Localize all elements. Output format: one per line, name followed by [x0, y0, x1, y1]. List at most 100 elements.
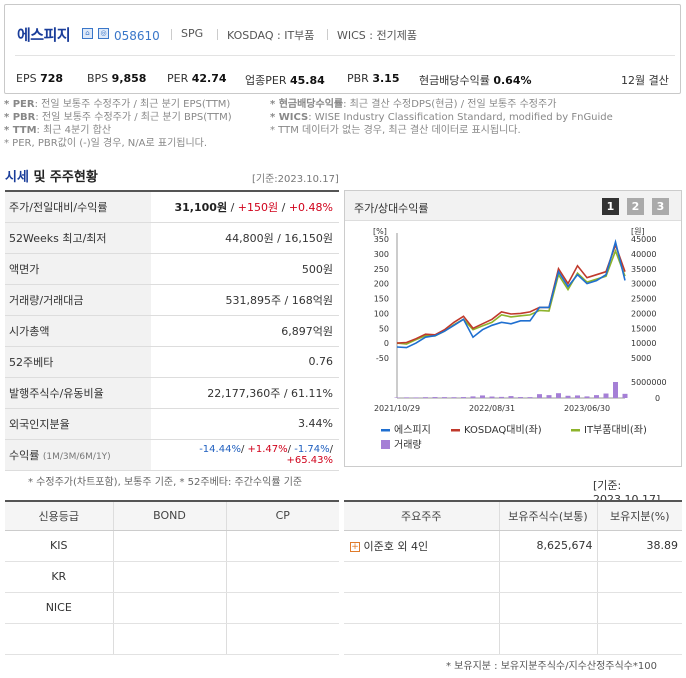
legend-label: IT부품대비(좌) — [584, 424, 647, 436]
company-header: 에스피지 ⌂ ◎ 058610 SPG KOSDAQ : IT부품 WICS :… — [4, 4, 681, 94]
volume-bar — [451, 397, 457, 398]
right-tick-label: 45000 — [631, 235, 656, 244]
table-header: 주요주주 보유주식수(보통) 보유지분(%) — [344, 501, 682, 531]
metric-pbr: PBR 3.15 — [347, 72, 400, 85]
agency-nice: NICE — [5, 592, 113, 624]
chart-tab-2[interactable]: 2 — [627, 198, 644, 215]
volume-bar — [518, 397, 523, 398]
price-table: 주가/전일대비/수익률 31,100원 / +150원 / +0.48% 52W… — [5, 190, 339, 471]
header-shares: 보유주식수(보통) — [498, 501, 597, 531]
holder-shares: 8,625,674 — [498, 530, 597, 562]
metric-industry-per: 업종PER 45.84 — [245, 74, 325, 87]
volume-bar — [537, 394, 542, 398]
series-line — [396, 242, 626, 344]
note-na: * PER, PBR값이 (-)일 경우, N/A로 표기됩니다. — [4, 138, 208, 149]
holder-cell[interactable]: + 이준호 외 4인 — [344, 530, 499, 562]
volume-bar — [584, 396, 590, 398]
row-label: 발행주식수/유동비율 — [5, 377, 151, 409]
volume-bar — [480, 395, 485, 398]
share-icon[interactable]: ◎ — [98, 28, 109, 39]
returns-value: -14.44%/ +1.47%/ -1.74%/ +65.43% — [151, 439, 339, 471]
divider — [15, 55, 675, 56]
legend-swatch — [571, 429, 580, 432]
legend-label: 거래량 — [394, 439, 422, 451]
bond-cell — [112, 530, 226, 562]
header-pct: 보유지분(%) — [596, 501, 682, 531]
x-tick-label: 2021/10/29 — [374, 404, 420, 413]
note-per: * PER: 전일 보통주 수정주가 / 최근 분기 EPS(TTM) — [4, 99, 231, 110]
volume-tick-label: 5000000 — [631, 378, 667, 387]
volume-bar — [565, 395, 571, 398]
volume-bar — [499, 396, 504, 398]
cp-cell — [225, 561, 339, 593]
price-footnote: * 수정주가(차트포함), 보통주 기준, * 52주베타: 주간수익률 기준 — [28, 477, 303, 488]
x-tick-label: 2022/08/31 — [469, 404, 515, 413]
metric-eps: EPS 728 — [16, 72, 64, 85]
left-tick-label: 150 — [374, 295, 389, 304]
stock-code: 058610 — [114, 29, 160, 43]
company-name[interactable]: 에스피지 — [17, 26, 71, 44]
table-row: 외국인지분율 3.44% — [5, 408, 339, 440]
right-tick-label: 10000 — [631, 339, 656, 348]
price-date: [기준:2023.10.17] — [252, 174, 339, 185]
note-wics: * WICS: WISE Industry Classification Sta… — [270, 112, 613, 123]
table-row: + 이준호 외 4인 8,625,674 38.89 — [344, 530, 682, 562]
table-row: KIS — [5, 530, 339, 562]
header-credit: 신용등급 — [5, 501, 113, 531]
table-row: 거래량/거래대금 531,895주 / 168억원 — [5, 284, 339, 316]
volume-bar — [622, 393, 628, 398]
left-unit: [%] — [373, 227, 387, 236]
table-header: 신용등급 BOND CP — [5, 501, 339, 531]
row-label: 거래량/거래대금 — [5, 284, 151, 316]
price-chart: [%] [원] 350 300 250 200 150 100 50 0 -50 45000 40000… — [373, 227, 667, 451]
table-row: 52Weeks 최고/최저 44,800원 / 16,150원 — [5, 222, 339, 254]
left-tick-label: 100 — [374, 309, 389, 318]
row-label: 시가총액 — [5, 315, 151, 347]
row-value: 531,895주 / 168억원 — [151, 284, 339, 316]
volume-bar — [461, 397, 466, 398]
row-value: 0.76 — [151, 346, 339, 378]
metric-bps: BPS 9,858 — [87, 72, 147, 85]
section-title: 시세 및 주주현황 — [5, 170, 98, 185]
divider — [327, 29, 328, 40]
right-tick-label: 35000 — [631, 265, 656, 274]
home-icon[interactable]: ⌂ — [82, 28, 93, 39]
right-tick-label: 25000 — [631, 295, 656, 304]
fiscal-settle: 12월 결산 — [621, 74, 669, 87]
volume-bar — [508, 396, 514, 398]
table-row: KR — [5, 561, 339, 593]
left-tick-label: 0 — [384, 339, 389, 348]
table-row: 52주베타 0.76 — [5, 346, 339, 378]
table-row: 발행주식수/유동비율 22,177,360주 / 61.11% — [5, 377, 339, 409]
right-tick-label: 5000 — [631, 354, 651, 363]
left-tick-label: -50 — [376, 354, 389, 363]
right-tick-label: 15000 — [631, 324, 656, 333]
chart-tab-3[interactable]: 3 — [652, 198, 669, 215]
bond-cell — [112, 623, 226, 655]
right-unit: [원] — [631, 227, 645, 236]
volume-bar — [470, 396, 476, 398]
expand-icon[interactable]: + — [350, 541, 360, 552]
bond-cell — [112, 592, 226, 624]
note-ttm-missing: * TTM 데이터가 없는 경우, 최근 결산 데이터로 표시됩니다. — [270, 125, 521, 136]
series-line — [396, 248, 626, 345]
right-tick-label: 30000 — [631, 280, 656, 289]
volume-bar — [546, 395, 552, 398]
left-tick-label: 350 — [374, 235, 389, 244]
chart-tab-1[interactable]: 1 — [602, 198, 619, 215]
right-tick-label: 20000 — [631, 309, 656, 318]
agency-kis: KIS — [5, 530, 113, 562]
volume-bar — [613, 382, 618, 398]
row-value: 6,897억원 — [151, 315, 339, 347]
volume-bar — [413, 397, 419, 398]
legend-label: KOSDAQ대비(좌) — [464, 424, 542, 436]
legend-swatch — [451, 429, 460, 432]
table-row: NICE — [5, 592, 339, 624]
volume-bar — [432, 397, 438, 398]
price-value: 31,100원 / +150원 / +0.48% — [151, 191, 339, 223]
table-row: 주가/전일대비/수익률 31,100원 / +150원 / +0.48% — [5, 191, 339, 223]
metric-per: PER 42.74 — [167, 72, 227, 85]
volume-bar — [603, 393, 609, 398]
legend-swatch — [381, 429, 390, 432]
holder-pct: 38.89 — [596, 530, 682, 562]
